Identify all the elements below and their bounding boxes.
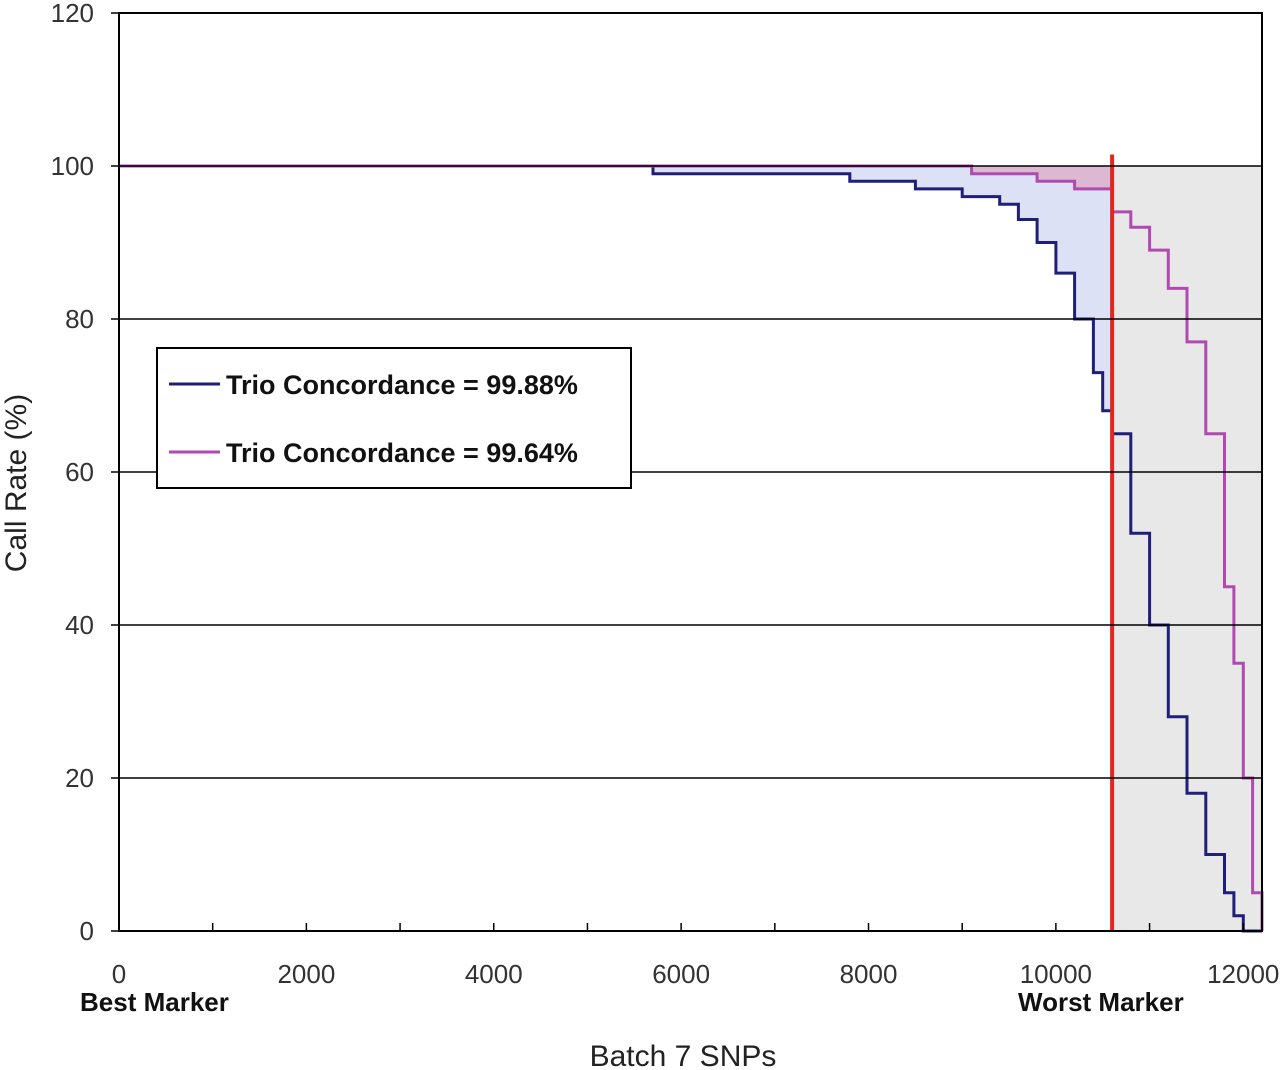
between-fill-0 bbox=[119, 166, 1113, 434]
legend-label-1: Trio Concordance = 99.64% bbox=[226, 438, 578, 468]
x-tick-label: 10000 bbox=[1020, 959, 1092, 989]
legend-label-0: Trio Concordance = 99.88% bbox=[226, 370, 578, 400]
x-tick-label: 6000 bbox=[652, 959, 710, 989]
x-tick-label: 12000 bbox=[1207, 959, 1279, 989]
shaded-region bbox=[1112, 166, 1262, 931]
x-tick-label: 4000 bbox=[465, 959, 523, 989]
y-tick-label: 40 bbox=[65, 610, 94, 640]
series-line-0 bbox=[119, 164, 1262, 933]
y-axis-title: Call Rate (%) bbox=[0, 394, 33, 572]
x-tick-label: 8000 bbox=[840, 959, 898, 989]
x-tick-label: 2000 bbox=[277, 959, 335, 989]
legend: Trio Concordance = 99.88% Trio Concordanc… bbox=[156, 347, 632, 489]
y-tick-label: 20 bbox=[65, 763, 94, 793]
y-tick-label: 80 bbox=[65, 304, 94, 334]
legend-box bbox=[156, 347, 632, 489]
series-line-1 bbox=[119, 164, 1264, 931]
y-tick-label: 60 bbox=[65, 457, 94, 487]
y-tick-label: 120 bbox=[51, 0, 94, 28]
worst-marker-label: Worst Marker bbox=[1018, 987, 1184, 1017]
x-tick-label: 0 bbox=[112, 959, 126, 989]
best-marker-label: Best Marker bbox=[80, 987, 229, 1017]
y-tick-label: 100 bbox=[51, 151, 94, 181]
x-axis-title: Batch 7 SNPs bbox=[590, 1040, 777, 1070]
between-fill-1 bbox=[971, 166, 1113, 212]
y-tick-label: 0 bbox=[80, 916, 94, 946]
